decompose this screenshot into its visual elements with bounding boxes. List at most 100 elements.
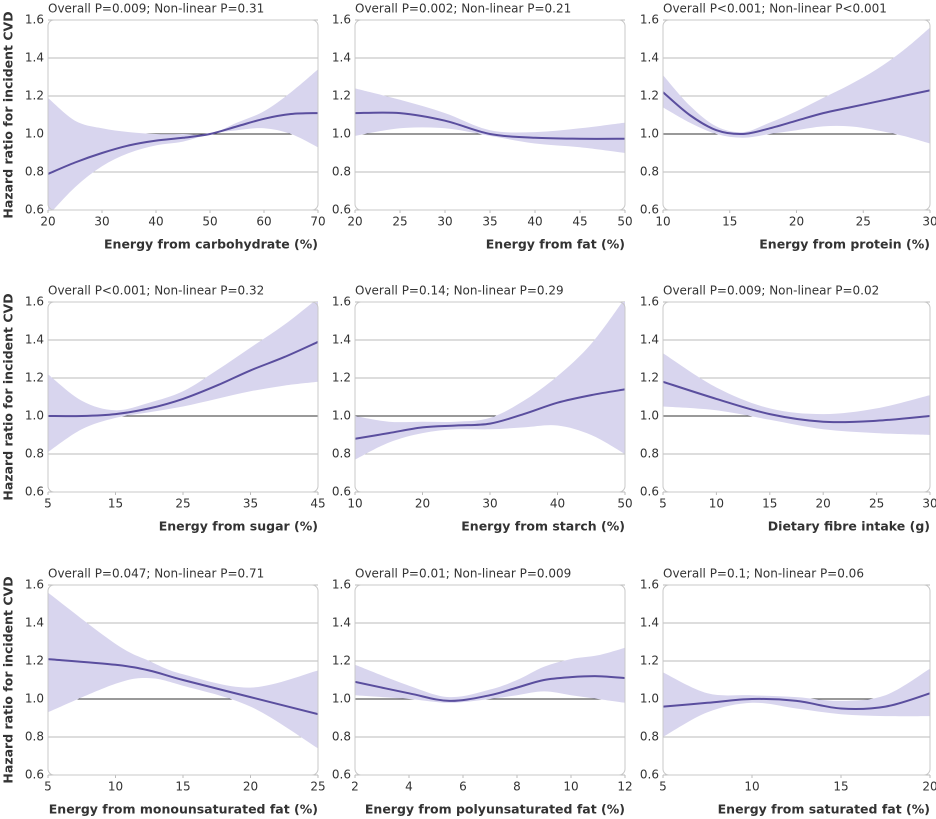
y-tick-label: 1.4 (640, 333, 659, 347)
x-tick-label: 40 (148, 215, 163, 229)
confidence-band (663, 27, 930, 144)
x-tick-label: 30 (922, 497, 936, 511)
confidence-band (663, 668, 930, 737)
confidence-band (355, 647, 625, 703)
x-tick-label: 45 (310, 497, 325, 511)
y-tick-label: 1.4 (332, 51, 351, 65)
x-tick-label: 40 (550, 497, 565, 511)
y-tick-label: 1.2 (640, 89, 659, 103)
y-tick-label: 1.6 (640, 295, 659, 309)
panel-title: Overall P=0.009; Non-linear P=0.02 (663, 284, 879, 298)
y-axis-label: Hazard ratio for incident CVD (1, 11, 16, 218)
x-tick-label: 25 (856, 215, 871, 229)
panel-title: Overall P=0.009; Non-linear P=0.31 (48, 2, 264, 16)
x-tick-label: 30 (922, 215, 936, 229)
x-tick-label: 15 (108, 497, 123, 511)
y-tick-label: 1.2 (25, 89, 44, 103)
plot-frame (662, 301, 931, 493)
x-tick-label: 20 (816, 497, 831, 511)
confidence-band (355, 88, 625, 153)
y-tick-label: 0.6 (25, 203, 44, 217)
x-tick-label: 4 (405, 780, 413, 794)
y-tick-label: 1.4 (332, 333, 351, 347)
spline-line (355, 111, 625, 140)
x-axis-label: Dietary fibre intake (g) (768, 519, 930, 534)
x-tick-label: 20 (922, 780, 936, 794)
y-axis-label: Hazard ratio for incident CVD (1, 576, 16, 783)
y-tick-label: 1.4 (25, 333, 44, 347)
x-tick-label: 5 (659, 780, 667, 794)
spline-line (48, 340, 318, 418)
x-axis-label: Energy from saturated fat (%) (718, 802, 930, 817)
spline-line (48, 112, 318, 175)
y-tick-label: 0.6 (640, 203, 659, 217)
panel-title: Overall P=0.047; Non-linear P=0.71 (48, 567, 264, 581)
y-tick-label: 0.8 (640, 730, 659, 744)
spline-line (355, 388, 625, 440)
plot-frame (47, 19, 319, 211)
y-tick-label: 1.2 (332, 89, 351, 103)
y-tick-label: 1.4 (332, 616, 351, 630)
x-axis-label: Energy from sugar (%) (159, 519, 318, 534)
spline-line (48, 658, 318, 716)
plot-frame (354, 19, 626, 211)
x-tick-label: 25 (175, 497, 190, 511)
panel-title: Overall P=0.01; Non-linear P=0.009 (355, 567, 571, 581)
x-tick-label: 25 (392, 215, 407, 229)
spline-line (663, 692, 930, 710)
x-axis-label: Energy from monounsaturated fat (%) (49, 802, 318, 817)
x-tick-label: 10 (655, 215, 670, 229)
x-tick-label: 10 (744, 780, 759, 794)
plot-frame (47, 301, 319, 493)
x-tick-label: 35 (482, 215, 497, 229)
confidence-band (355, 302, 625, 460)
x-axis-label: Energy from carbohydrate (%) (104, 237, 318, 252)
x-tick-label: 25 (869, 497, 884, 511)
y-tick-label: 1.2 (332, 371, 351, 385)
x-tick-label: 12 (617, 780, 632, 794)
x-tick-label: 60 (256, 215, 271, 229)
confidence-band (48, 592, 318, 749)
confidence-band (48, 302, 318, 453)
y-tick-label: 1.2 (640, 371, 659, 385)
y-tick-label: 1.2 (332, 654, 351, 668)
y-tick-label: 0.6 (640, 485, 659, 499)
y-tick-label: 1.6 (332, 578, 351, 592)
plot-frame (662, 19, 931, 211)
x-tick-label: 20 (415, 497, 430, 511)
y-tick-label: 1.2 (25, 654, 44, 668)
y-axis-label: Hazard ratio for incident CVD (1, 293, 16, 500)
x-tick-label: 10 (347, 497, 362, 511)
x-tick-label: 20 (243, 780, 258, 794)
x-tick-label: 45 (572, 215, 587, 229)
x-tick-label: 10 (108, 780, 123, 794)
spline-line (663, 89, 930, 136)
x-tick-label: 10 (709, 497, 724, 511)
panel-title: Overall P=0.14; Non-linear P=0.29 (355, 284, 564, 298)
x-tick-label: 20 (789, 215, 804, 229)
x-axis-label: Energy from protein (%) (759, 237, 930, 252)
x-tick-label: 6 (459, 780, 467, 794)
y-tick-label: 1.0 (332, 692, 351, 706)
x-tick-label: 15 (175, 780, 190, 794)
y-tick-label: 0.8 (640, 165, 659, 179)
y-tick-label: 1.0 (25, 409, 44, 423)
x-tick-label: 5 (659, 497, 667, 511)
y-tick-label: 1.0 (640, 127, 659, 141)
x-tick-label: 35 (243, 497, 258, 511)
y-tick-label: 1.6 (640, 578, 659, 592)
y-tick-label: 0.6 (25, 768, 44, 782)
x-tick-label: 40 (527, 215, 542, 229)
x-tick-label: 70 (310, 215, 325, 229)
plot-frame (47, 584, 319, 776)
x-tick-label: 2 (351, 780, 359, 794)
y-tick-label: 1.0 (332, 409, 351, 423)
panel-title: Overall P=0.002; Non-linear P=0.21 (355, 2, 571, 16)
x-tick-label: 20 (347, 215, 362, 229)
x-tick-label: 30 (482, 497, 497, 511)
x-axis-label: Energy from starch (%) (461, 519, 625, 534)
y-tick-label: 1.4 (25, 616, 44, 630)
plot-frame (354, 584, 626, 776)
panel-title: Overall P=0.1; Non-linear P=0.06 (663, 567, 864, 581)
